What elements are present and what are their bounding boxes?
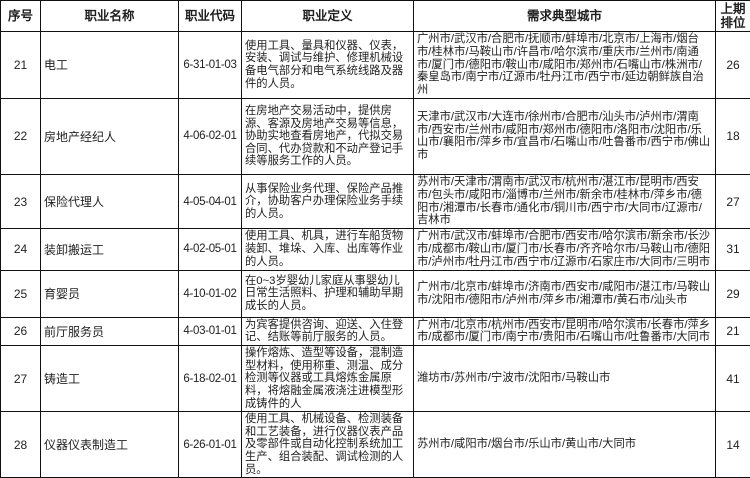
table-row: 21 电工 6-31-01-03 使用工具、量具和仪器、仪表，安装、调试与维护、… [0,31,750,99]
col-header-occupation: 职业名称 [40,0,179,32]
cell-index: 26 [0,316,41,347]
table-row: 26 前厅服务员 4-03-01-01 为宾客提供咨询、迎送、入住登记、结账等前… [0,316,750,347]
cell-demand-cities: 广州市/北京市/杭州市/西安市/昆明市/哈尔滨市/长春市/萍乡市/成都市/厦门市… [413,316,716,347]
cell-previous-rank: 41 [715,345,750,413]
col-header-definition: 职业定义 [241,0,414,32]
cell-previous-rank: 26 [715,31,750,99]
table-row: 24 装卸搬运工 4-02-05-01 使用工具、机具，进行车船货物装卸、堆垛、… [0,228,750,271]
cell-index: 27 [0,345,41,413]
cell-occupation-code: 4-06-02-01 [178,97,242,175]
cell-previous-rank: 18 [715,97,750,175]
cell-occupation-code: 4-10-01-02 [178,269,242,318]
cell-definition: 操作熔炼、造型等设备，混制造型材料，使用称重、测温、成分检测等仪器或工具熔炼金属… [241,345,414,413]
table-row: 27 铸造工 6-18-02-01 操作熔炼、造型等设备，混制造型材料，使用称重… [0,345,750,413]
cell-previous-rank: 27 [715,173,750,230]
table-row: 28 仪器仪表制造工 6-26-01-01 使用工具、机械设备、检测装备和工艺装… [0,411,750,478]
col-header-code: 职业代码 [178,0,242,32]
cell-definition: 在房地产交易活动中，提供房源、客源及房地产交易等信息，协助实地查看房地产，代拟交… [241,97,414,175]
cell-occupation-code: 6-31-01-03 [178,31,242,99]
cell-definition: 使用工具、机具，进行车船货物装卸、堆垛、入库、出库等作业的人员。 [241,228,414,271]
col-header-index: 序号 [0,0,41,32]
cell-definition: 在0~3岁婴幼儿家庭从事婴幼儿日常生活照料、护理和辅助早期成长的人员。 [241,269,414,318]
cell-definition: 使用工具、机械设备、检测装备和工艺装备，进行仪器仪表产品及零部件或自动化控制系统… [241,411,414,478]
cell-demand-cities: 广州市/武汉市/蚌埠市/合肥市/西安市/哈尔滨市/新余市/长沙市/成都市/鞍山市… [413,228,716,271]
cell-occupation-code: 6-26-01-01 [178,411,242,478]
cell-occupation-name: 前厅服务员 [40,316,179,347]
cell-definition: 为宾客提供咨询、迎送、入住登记、结账等前厅服务的人员。 [241,316,414,347]
cell-index: 25 [0,269,41,318]
cell-occupation-code: 4-05-04-01 [178,173,242,230]
header-row: 序号 职业名称 职业代码 职业定义 需求典型城市 上期排位 [0,0,750,32]
cell-occupation-name: 仪器仪表制造工 [40,411,179,478]
cell-demand-cities: 苏州市/咸阳市/烟台市/乐山市/黄山市/大同市 [413,411,716,478]
cell-index: 28 [0,411,41,478]
cell-definition: 使用工具、量具和仪器、仪表，安装、调试与维护、修理机械设备电气部分和电气系统线路… [241,31,414,99]
cell-occupation-code: 6-18-02-01 [178,345,242,413]
cell-demand-cities: 天津市/武汉市/大连市/徐州市/合肥市/汕头市/泸州市/渭南市/西安市/兰州市/… [413,97,716,175]
cell-occupation-name: 铸造工 [40,345,179,413]
col-header-cities: 需求典型城市 [413,0,716,32]
cell-index: 21 [0,31,41,99]
cell-occupation-code: 4-03-01-01 [178,316,242,347]
cell-index: 22 [0,97,41,175]
cell-demand-cities: 广州市/武汉市/合肥市/抚顺市/蚌埠市/北京市/上海市/烟台市/桂林市/马鞍山市… [413,31,716,99]
col-header-prev-rank: 上期排位 [715,0,750,32]
table-row: 25 育婴员 4-10-01-02 在0~3岁婴幼儿家庭从事婴幼儿日常生活照料、… [0,269,750,318]
cell-demand-cities: 广州市/北京市/蚌埠市/济南市/西安市/咸阳市/湛江市/马鞍山市/沈阳市/德阳市… [413,269,716,318]
table-body: 21 电工 6-31-01-03 使用工具、量具和仪器、仪表，安装、调试与维护、… [0,31,750,478]
cell-occupation-name: 电工 [40,31,179,99]
cell-definition: 从事保险业务代理、保险产品推介，协助客户办理保险业务手续的人员。 [241,173,414,230]
cell-occupation-name: 装卸搬运工 [40,228,179,271]
cell-index: 23 [0,173,41,230]
cell-previous-rank: 21 [715,316,750,347]
table-header: 序号 职业名称 职业代码 职业定义 需求典型城市 上期排位 [0,0,750,32]
cell-demand-cities: 苏州市/天津市/渭南市/武汉市/杭州市/湛江市/昆明市/西安市/包头市/咸阳市/… [413,173,716,230]
cell-previous-rank: 31 [715,228,750,271]
cell-occupation-code: 4-02-05-01 [178,228,242,271]
cell-occupation-name: 房地产经纪人 [40,97,179,175]
table-row: 22 房地产经纪人 4-06-02-01 在房地产交易活动中，提供房源、客源及房… [0,97,750,175]
cell-previous-rank: 29 [715,269,750,318]
cell-demand-cities: 潍坊市/苏州市/宁波市/沈阳市/马鞍山市 [413,345,716,413]
cell-previous-rank: 14 [715,411,750,478]
cell-index: 24 [0,228,41,271]
cell-occupation-name: 保险代理人 [40,173,179,230]
table-row: 23 保险代理人 4-05-04-01 从事保险业务代理、保险产品推介，协助客户… [0,173,750,230]
cell-occupation-name: 育婴员 [40,269,179,318]
